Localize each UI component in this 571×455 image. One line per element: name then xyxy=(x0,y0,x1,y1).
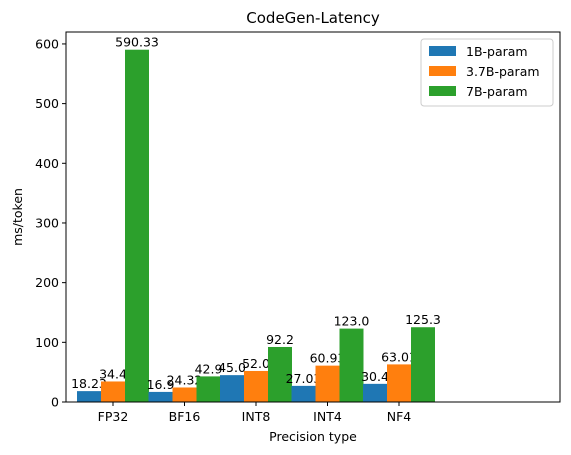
data-label: 18.23 xyxy=(71,376,107,391)
x-axis-title: Precision type xyxy=(269,429,357,444)
data-label: 52.0 xyxy=(242,356,270,371)
data-label: 30.4 xyxy=(361,369,389,384)
data-label: 42.9 xyxy=(195,361,223,376)
y-tick-label: 500 xyxy=(35,96,59,111)
x-tick-label: FP32 xyxy=(98,409,129,424)
bar-7b-param-fp32 xyxy=(125,49,149,402)
legend-label: 1B-param xyxy=(466,44,528,59)
data-label: 27.03 xyxy=(286,371,322,386)
bar-1b-param-int8 xyxy=(220,375,244,402)
bar-1b-param-bf16 xyxy=(148,391,173,402)
legend: 1B-param 3.7B-param 7B-param xyxy=(420,38,554,107)
data-label: 125.3 xyxy=(405,312,441,327)
data-label: 16.9 xyxy=(147,377,175,392)
y-tick-label: 200 xyxy=(35,275,59,290)
bar-7b-param-nf4 xyxy=(411,327,435,402)
data-label: 590.33 xyxy=(115,35,159,50)
bar-1b-param-fp32 xyxy=(77,391,101,402)
y-axis: 0 100 200 300 400 500 600 xyxy=(35,36,66,410)
chart-title: CodeGen-Latency xyxy=(246,9,380,27)
y-tick-label: 0 xyxy=(51,395,59,410)
bar-3-7b-param-bf16 xyxy=(172,387,197,402)
bar-3-7b-param-int8 xyxy=(244,370,268,402)
bar-3-7b-param-nf4 xyxy=(387,364,411,402)
legend-label: 7B-param xyxy=(466,84,528,99)
legend-swatch xyxy=(429,86,456,96)
plot-frame xyxy=(65,31,561,403)
y-tick-label: 300 xyxy=(35,215,59,230)
y-tick-label: 600 xyxy=(35,36,59,51)
x-axis: FP32 BF16 INT8 INT4 NF4 xyxy=(98,402,412,424)
x-tick-label: NF4 xyxy=(387,409,412,424)
x-tick-label: INT4 xyxy=(313,409,342,424)
x-tick-label: INT8 xyxy=(242,409,271,424)
legend-swatch xyxy=(429,66,456,76)
data-label: 92.2 xyxy=(266,332,294,347)
bar-3-7b-param-fp32 xyxy=(101,381,125,402)
data-label: 45.0 xyxy=(218,360,246,375)
y-tick-label: 400 xyxy=(35,156,59,171)
y-axis-title: ms/token xyxy=(10,188,25,246)
legend-label: 3.7B-param xyxy=(466,64,540,79)
data-label: 60.93 xyxy=(310,351,346,366)
data-label: 34.4 xyxy=(99,366,127,381)
data-label: 24.32 xyxy=(167,372,203,387)
bar-1b-param-int4 xyxy=(291,385,316,402)
y-tick-label: 100 xyxy=(35,335,59,350)
data-label: 63.01 xyxy=(381,349,417,364)
bar-7b-param-int8 xyxy=(268,346,292,402)
legend-swatch xyxy=(429,46,456,56)
bar-3-7b-param-int4 xyxy=(315,365,340,402)
bar-7b-param-bf16 xyxy=(196,376,221,402)
bar-1b-param-nf4 xyxy=(363,383,387,402)
x-tick-label: BF16 xyxy=(169,409,201,424)
bar-7b-param-int4 xyxy=(339,328,364,402)
data-label: 123.0 xyxy=(334,314,370,329)
